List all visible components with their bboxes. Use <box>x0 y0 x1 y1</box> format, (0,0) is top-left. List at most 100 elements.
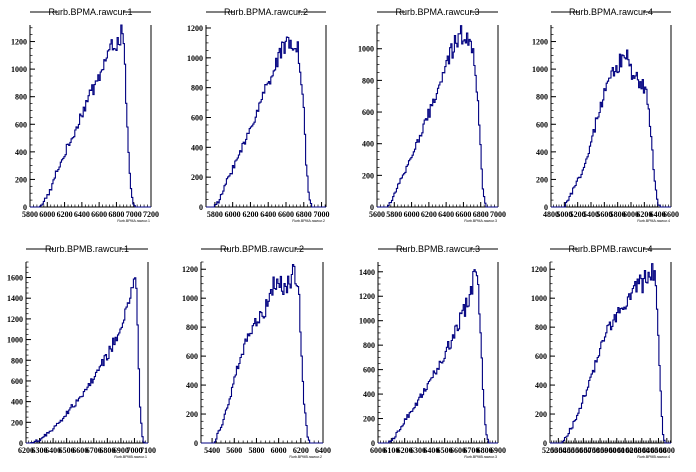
y-tick-label: 0 <box>23 203 27 212</box>
x-axis-label: Rurb.BPMB.rawcur.1 <box>114 455 147 459</box>
y-tick-label: 1000 <box>532 65 548 74</box>
y-tick-label: 400 <box>363 390 375 399</box>
x-tick-label: 7000 <box>490 210 506 219</box>
y-tick-label: 200 <box>15 175 27 184</box>
x-tick-label: 6400 <box>423 446 439 455</box>
x-tick-label: 6400 <box>45 446 61 455</box>
y-tick-label: 0 <box>370 203 374 212</box>
y-tick-label: 200 <box>536 175 548 184</box>
panel-title: Rurb.BPMB.rawcur.1 <box>45 244 129 254</box>
y-tick-label: 1200 <box>11 38 27 47</box>
histogram-series <box>201 264 323 444</box>
x-tick-label: 6800 <box>99 446 115 455</box>
histogram-panel-6: Rurb.BPMB.rawcur.2 0 200 400 600 800 1000 1200 5… <box>182 244 331 459</box>
y-tick-label: 600 <box>362 108 374 117</box>
x-tick-label: 6900 <box>490 446 506 455</box>
x-tick-label: 6800 <box>473 210 489 219</box>
y-tick-label: 400 <box>186 381 198 390</box>
x-tick-label: 5800 <box>592 446 608 455</box>
y-tick-label: 200 <box>186 410 198 419</box>
y-tick-label: 1200 <box>359 292 375 301</box>
y-tick-label: 1200 <box>7 315 23 324</box>
x-tick-label: 6200 <box>293 446 309 455</box>
y-tick-label: 1200 <box>532 38 548 47</box>
x-tick-label: 6300 <box>410 446 426 455</box>
y-tick-label: 400 <box>536 148 548 157</box>
x-tick-label: 5400 <box>559 446 575 455</box>
y-tick-label: 1600 <box>7 274 23 283</box>
x-tick-label: 6400 <box>260 210 276 219</box>
panel-title: Rurb.BPMA.rawcur.1 <box>48 7 132 17</box>
x-tick-label: 6800 <box>296 210 312 219</box>
panel-title: Rurb.BPMB.rawcur.2 <box>220 244 304 254</box>
x-tick-label: 5200 <box>570 210 586 219</box>
x-tick-label: 7200 <box>143 210 159 219</box>
x-axis-label: Rurb.BPMA.rawcur.1 <box>117 219 150 223</box>
x-tick-label: 5000 <box>556 210 572 219</box>
y-tick-label: 600 <box>191 113 203 122</box>
x-tick-label: 6300 <box>32 446 48 455</box>
x-tick-label: 6600 <box>663 210 679 219</box>
y-tick-label: 1000 <box>358 45 374 54</box>
y-tick-label: 800 <box>363 341 375 350</box>
x-axis-label: Rurb.BPMA.rawcur.2 <box>292 219 325 223</box>
y-tick-label: 400 <box>15 148 27 157</box>
x-tick-label: 5900 <box>600 446 616 455</box>
y-tick-label: 600 <box>536 120 548 129</box>
x-axis-label: Rurb.BPMB.rawcur.4 <box>637 455 670 459</box>
y-tick-label: 1400 <box>359 268 375 277</box>
histogram-series <box>378 269 498 444</box>
panel-title: Rurb.BPMA.rawcur.4 <box>569 7 653 17</box>
histogram-panel-7: Rurb.BPMB.rawcur.3 0 200 400 600 800 1000 1200 1… <box>359 244 506 459</box>
x-tick-label: 6700 <box>86 446 102 455</box>
x-tick-label: 5600 <box>575 446 591 455</box>
x-tick-label: 5400 <box>583 210 599 219</box>
histogram-series <box>377 25 498 208</box>
x-tick-label: 6200 <box>57 210 73 219</box>
x-tick-label: 6600 <box>72 446 88 455</box>
y-tick-label: 1000 <box>187 54 203 63</box>
y-tick-label: 200 <box>363 415 375 424</box>
x-tick-label: 5400 <box>204 446 220 455</box>
x-tick-label: 6000 <box>225 210 241 219</box>
x-tick-label: 5800 <box>22 210 38 219</box>
x-tick-label: 6000 <box>39 210 55 219</box>
histogram-series <box>550 263 671 444</box>
histogram-panel-5: Rurb.BPMB.rawcur.1 0 200 400 600 800 1000 1200 1… <box>7 244 156 459</box>
x-tick-label: 5500 <box>567 446 583 455</box>
x-tick-label: 6700 <box>463 446 479 455</box>
x-tick-label: 6400 <box>438 210 454 219</box>
x-tick-label: 6000 <box>271 446 287 455</box>
panel-title: Rurb.BPMA.rawcur.2 <box>224 7 308 17</box>
y-tick-label: 0 <box>19 439 23 448</box>
x-tick-label: 4800 <box>543 210 559 219</box>
x-tick-label: 6600 <box>278 210 294 219</box>
x-tick-label: 5200 <box>542 446 558 455</box>
x-tick-label: 6300 <box>634 446 650 455</box>
y-tick-label: 600 <box>363 366 375 375</box>
x-tick-label: 6200 <box>625 446 641 455</box>
x-tick-label: 7000 <box>126 210 142 219</box>
x-tick-label: 6100 <box>617 446 633 455</box>
y-tick-label: 800 <box>186 323 198 332</box>
panel-title: Rurb.BPMB.rawcur.4 <box>568 244 652 254</box>
y-tick-label: 200 <box>191 173 203 182</box>
y-tick-label: 800 <box>536 93 548 102</box>
x-tick-label: 6000 <box>609 446 625 455</box>
x-tick-label: 7100 <box>140 446 156 455</box>
y-tick-label: 600 <box>11 377 23 386</box>
histogram-panel-8: Rurb.BPMB.rawcur.4 0 200 400 600 800 1000 1200 5… <box>531 244 675 459</box>
y-tick-label: 1200 <box>187 24 203 33</box>
x-tick-label: 6000 <box>370 446 386 455</box>
x-tick-label: 6200 <box>18 446 34 455</box>
x-axis-label: Rurb.BPMB.rawcur.2 <box>289 455 322 459</box>
y-tick-label: 200 <box>535 410 547 419</box>
y-tick-label: 1000 <box>182 294 198 303</box>
x-tick-label: 6600 <box>450 446 466 455</box>
y-tick-label: 600 <box>535 352 547 361</box>
x-tick-label: 6900 <box>113 446 129 455</box>
x-tick-label: 6200 <box>421 210 437 219</box>
x-tick-label: 6400 <box>642 446 658 455</box>
x-tick-label: 6200 <box>242 210 258 219</box>
